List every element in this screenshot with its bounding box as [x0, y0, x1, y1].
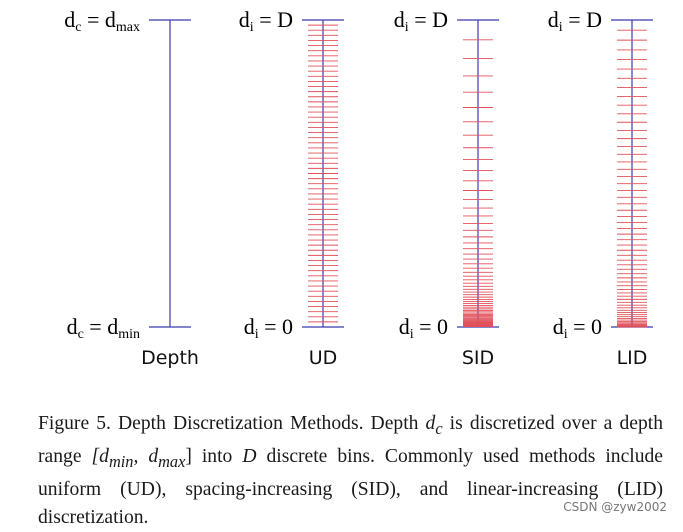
sid-bottom-label: di = 0	[399, 314, 448, 342]
caption-dc-sub: c	[435, 418, 443, 438]
ud-bottom-label: di = 0	[244, 314, 293, 342]
caption-range: [d	[91, 445, 109, 467]
ud-bin-ticks	[308, 24, 338, 323]
caption-prefix: Figure 5. Depth Discretization Methods. …	[38, 413, 426, 434]
csdn-watermark: CSDN @zyw2002	[563, 500, 667, 514]
depth-top-label: dc = dmax	[64, 7, 140, 35]
lid-bottom-label: di = 0	[553, 314, 602, 342]
caption-part2: is discretized over a depth range	[38, 413, 663, 467]
lid-bin-ticks	[617, 29, 647, 328]
lid-top-label: di = D	[548, 7, 602, 35]
caption-range-close: ]	[185, 445, 192, 467]
ud-column-label: UD	[309, 347, 338, 369]
figure-caption: Figure 5. Depth Discretization Methods. …	[38, 410, 663, 532]
caption-range-min: min	[108, 451, 134, 471]
depth-column-label: Depth	[141, 347, 199, 369]
caption-range-max: max	[158, 451, 186, 471]
caption-dc-var: d	[425, 413, 436, 434]
ud-top-label: di = D	[239, 7, 293, 35]
lid-column-label: LID	[617, 347, 648, 369]
sid-column-label: SID	[462, 347, 494, 369]
caption-part3: into	[191, 445, 243, 467]
sid-bin-ticks	[463, 39, 493, 328]
caption-D: D	[242, 445, 257, 467]
sid-top-label: di = D	[394, 7, 448, 35]
caption-part4: discrete bins. Commonly used methods inc…	[38, 445, 664, 528]
caption-range-mid: , d	[133, 445, 159, 467]
depth-bottom-label: dc = dmin	[67, 314, 140, 342]
